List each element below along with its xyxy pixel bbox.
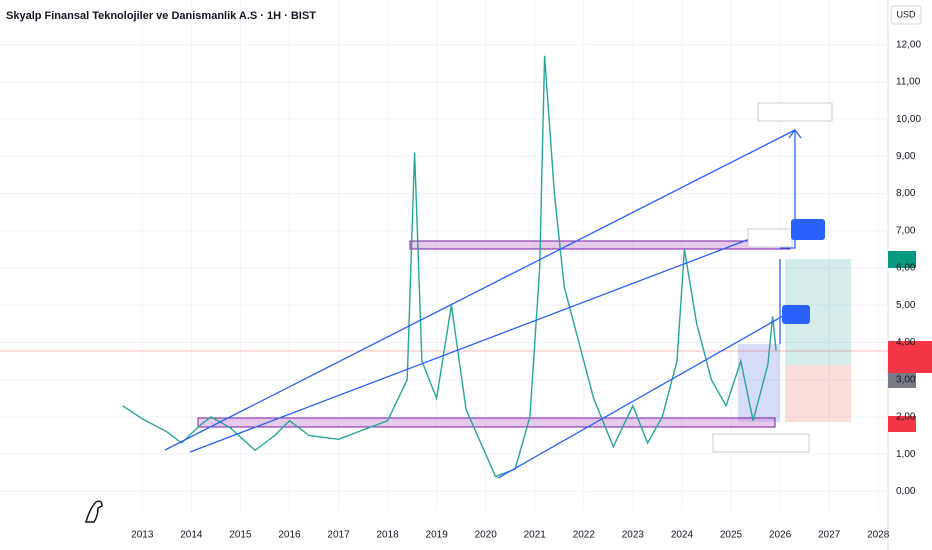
y-tick-label: 4,00	[896, 337, 916, 348]
x-tick-label: 2015	[229, 530, 252, 541]
x-tick-label: 2018	[376, 530, 399, 541]
price-tag	[888, 416, 916, 432]
y-tick-label: 10,00	[896, 114, 921, 125]
price-tag	[888, 251, 916, 268]
annotation-box	[712, 433, 810, 453]
currency-box	[890, 5, 922, 25]
loss-zone	[785, 365, 851, 422]
x-tick-label: 2013	[131, 530, 154, 541]
x-tick-label: 2024	[671, 530, 694, 541]
y-tick-label: 6,00	[896, 263, 916, 274]
projection-arrow	[780, 130, 796, 249]
x-tick-label: 2020	[475, 530, 498, 541]
price-line	[122, 55, 777, 478]
support-zone	[197, 417, 776, 428]
x-tick-label: 2014	[180, 530, 203, 541]
x-tick-label: 2016	[278, 530, 301, 541]
y-tick-label: 0,00	[896, 486, 916, 497]
x-tick-label: 2025	[720, 530, 743, 541]
y-tick-label: 5,00	[896, 300, 916, 311]
logo	[85, 500, 103, 523]
x-tick-label: 2023	[622, 530, 645, 541]
y-tick-label: 11,00	[896, 77, 921, 88]
trend-line	[164, 129, 796, 451]
y-tick-label: 8,00	[896, 188, 916, 199]
trend-line	[189, 234, 761, 453]
x-tick-label: 2028	[867, 530, 890, 541]
trend-lines	[164, 128, 802, 479]
badge	[791, 219, 825, 240]
y-tick-label: 12,00	[896, 39, 921, 50]
badge	[782, 305, 810, 324]
currency: USD	[896, 9, 916, 19]
price-tag	[888, 341, 932, 373]
x-tick-label: 2017	[327, 530, 350, 541]
price-tag	[888, 373, 916, 388]
y-tick-label: 2,00	[896, 412, 916, 423]
annotation-box	[747, 228, 793, 248]
series	[122, 55, 777, 478]
arrow-head	[788, 128, 802, 139]
x-tick-label: 2019	[426, 530, 449, 541]
measure-box	[738, 344, 780, 422]
x-tick-label: 2027	[818, 530, 841, 541]
y-tick-label: 7,00	[896, 225, 916, 236]
chart-title: Skyalp Finansal Teknolojiler ve Danisman…	[6, 10, 316, 22]
trend-line	[497, 311, 791, 479]
x-tick-label: 2021	[524, 530, 547, 541]
y-tick-label: 1,00	[896, 449, 916, 460]
x-tick-label: 2026	[769, 530, 792, 541]
x-tick-label: 2022	[573, 530, 596, 541]
annotation-box	[757, 102, 833, 122]
y-tick-label: 9,00	[896, 151, 916, 162]
y-tick-label: 3,00	[896, 374, 916, 385]
